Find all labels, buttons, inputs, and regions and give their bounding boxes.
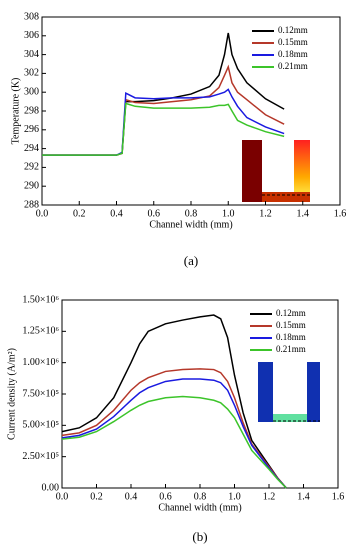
plot-frame xyxy=(61,299,339,489)
caption: (a) xyxy=(184,253,198,268)
y-tick-label: 7.50×10⁵ xyxy=(22,388,59,399)
x-tick-label: 1.2 xyxy=(259,208,272,219)
x-axis-label: Channel width (mm) xyxy=(158,502,241,513)
legend-label: 0.18mm xyxy=(278,49,308,59)
x-tick-label: 1.6 xyxy=(332,491,345,502)
y-tick-label: 308 xyxy=(24,11,39,22)
x-tick-label: 1.6 xyxy=(334,208,347,219)
series-line xyxy=(61,314,287,489)
y-tick-label: 1.00×10⁶ xyxy=(22,357,59,368)
y-tick-label: 300 xyxy=(24,86,39,97)
chart: 0.0 0.2 0.4 0.6 0.8 1.0 1.2 1.4 1.6 288 290 292 294 2… xyxy=(10,11,346,268)
legend-label: 0.15mm xyxy=(276,320,306,330)
legend-label: 0.15mm xyxy=(278,37,308,47)
x-tick-label: 0.8 xyxy=(194,491,207,502)
series-line xyxy=(42,32,285,156)
x-tick-label: 0.0 xyxy=(36,208,49,219)
series-line xyxy=(61,378,287,489)
y-tick-label: 2.50×10⁵ xyxy=(22,451,59,462)
chart: 0.0 0.2 0.4 0.6 0.8 1.0 1.2 1.4 1.6 0.00 2.50×10⁵ 5… xyxy=(6,294,344,544)
x-tick-label: 1.0 xyxy=(228,491,241,502)
y-tick-label: 298 xyxy=(24,105,39,116)
legend-label: 0.18mm xyxy=(276,332,306,342)
legend-label: 0.21mm xyxy=(278,61,308,71)
y-tick-label: 1.25×10⁶ xyxy=(22,326,59,337)
legend-label: 0.12mm xyxy=(278,25,308,35)
series-line xyxy=(61,368,287,489)
x-tick-label: 1.4 xyxy=(297,208,310,219)
legend-label: 0.21mm xyxy=(276,344,306,354)
x-tick-label: 0.2 xyxy=(90,491,103,502)
x-tick-label: 0.4 xyxy=(110,208,123,219)
y-tick-label: 306 xyxy=(24,30,39,41)
x-axis-label: Channel width (mm) xyxy=(149,219,232,230)
y-tick-label: 302 xyxy=(24,68,39,79)
y-tick-label: 292 xyxy=(24,162,39,173)
x-tick-label: 1.2 xyxy=(263,491,276,502)
inset-current xyxy=(258,362,320,422)
x-tick-label: 0.6 xyxy=(159,491,172,502)
series-line xyxy=(42,102,285,156)
x-tick-label: 0.0 xyxy=(56,491,69,502)
plot-frame xyxy=(41,16,341,206)
x-tick-label: 0.8 xyxy=(185,208,198,219)
x-tick-label: 0.6 xyxy=(148,208,161,219)
y-tick-label: 296 xyxy=(24,124,39,135)
y-tick-label: 304 xyxy=(24,49,39,60)
series-line xyxy=(61,395,287,489)
x-tick-label: 1.0 xyxy=(222,208,235,219)
x-tick-label: 0.4 xyxy=(125,491,138,502)
y-tick-label: 288 xyxy=(24,199,39,210)
y-axis-label: Temperature (K) xyxy=(10,78,21,145)
y-tick-label: 1.50×10⁶ xyxy=(22,294,59,305)
y-tick-label: 5.00×10⁵ xyxy=(22,420,59,431)
x-tick-label: 0.2 xyxy=(73,208,86,219)
inset-temperature xyxy=(242,140,310,202)
x-tick-label: 1.4 xyxy=(297,491,310,502)
y-tick-label: 0.00 xyxy=(42,482,60,493)
y-tick-label: 294 xyxy=(24,143,39,154)
legend-label: 0.12mm xyxy=(276,308,306,318)
caption: (b) xyxy=(192,529,207,544)
y-axis-label: Current density (A/m²) xyxy=(6,348,17,440)
y-tick-label: 290 xyxy=(24,180,39,191)
